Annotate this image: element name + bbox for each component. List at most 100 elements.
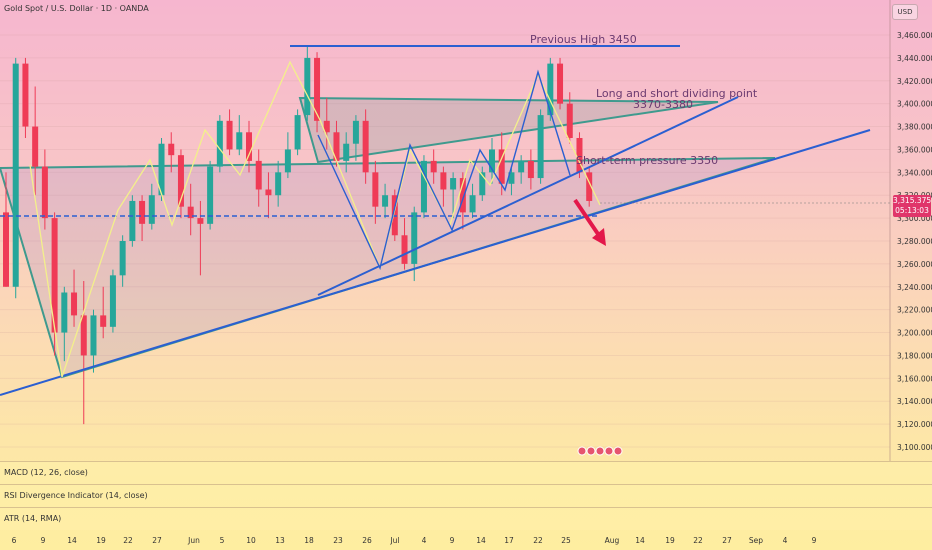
annotation-short-term-pressure: Short-term pressure 3350 [576,154,718,167]
x-tick-label: Aug [605,536,620,545]
candle-body [71,292,78,316]
candle-body [187,206,194,219]
candle-body [508,172,515,184]
candle-body [22,63,29,127]
candle-body [401,235,408,264]
candle-body [139,200,146,224]
current-price-value: 3,315.375 [893,196,932,205]
candle-body [177,155,184,207]
x-tick-label: 6 [12,536,17,545]
candle-body [469,195,476,213]
candle-body [382,195,389,207]
w-pattern-line [317,69,571,271]
currency-button[interactable]: USD [892,4,918,20]
candle-body [109,275,116,327]
candle-body [100,315,107,327]
candle-body [294,115,301,150]
candle-body [314,57,321,121]
candle-body [51,218,58,333]
x-tick-label: 5 [220,536,225,545]
candle-body [537,115,544,179]
y-tick-label: 3,180.000 [897,351,932,360]
grid [0,0,891,461]
candle-body [32,126,39,167]
candle-body [489,149,495,173]
down-arrow-head [592,228,606,246]
macd-label: MACD (12, 26, close) [4,468,88,477]
candle-body [498,149,505,184]
current-price-tag: 3,315.375 05:13:03 [893,195,931,217]
x-axis[interactable]: 6 9 14 19 22 27 Jun 5 10 13 18 23 26 Jul 4 9 14 17 22 25 Aug… [12,536,817,545]
countdown-timer: 05:13:03 [895,206,929,215]
candle-body [129,200,136,241]
candle-body [246,132,252,161]
annotation-previous-high: Previous High 3450 [530,33,637,46]
drawing-lines [0,45,890,456]
x-tick-label: 14 [67,536,77,545]
candle-body [168,143,175,156]
y-tick-label: 3,380.000 [897,123,932,132]
candle-body [90,315,97,356]
y-tick-label: 3,340.000 [897,168,932,177]
atr-label: ATR (14, RMA) [4,514,62,523]
candle-body [362,120,369,173]
y-tick-label: 3,460.000 [897,31,932,40]
x-tick-label: 26 [362,536,372,545]
x-tick-label: 19 [96,536,106,545]
candle-body [216,120,223,167]
x-tick-label: Sep [749,536,763,545]
y-tick-label: 3,260.000 [897,260,932,269]
event-icon [613,446,623,456]
annotation-range: 3370-3380 [633,98,693,111]
candle-body [284,149,291,173]
rsi-pane[interactable]: RSI Divergence Indicator (14, close) [0,484,932,507]
secondary-uptrend-line [317,96,739,296]
large-triangle [0,157,776,379]
y-tick-label: 3,120.000 [897,420,932,429]
candle-body [479,172,486,196]
candle-body [420,160,427,213]
x-tick-label: 9 [812,536,817,545]
candle-body [80,315,87,356]
candle-body [12,63,19,287]
x-tick-label: 14 [476,536,486,545]
candle-body [207,166,214,224]
candle-body [586,172,593,201]
upper-triangle [298,96,719,164]
x-tick-label: 25 [561,536,571,545]
candle-body [265,189,272,196]
zigzag-line [29,60,601,378]
candle-body [158,143,165,196]
y-tick-label: 3,360.000 [897,145,932,154]
candle-body [557,63,564,104]
candle-body [226,120,233,150]
event-icon [595,446,605,456]
x-tick-label: 18 [304,536,314,545]
x-tick-label: 9 [450,536,455,545]
event-icon [577,446,587,456]
candle-body [61,292,68,333]
y-axis[interactable]: 3,460.000 3,440.000 3,420.000 3,400.000 3,38… [897,31,932,452]
candle-body [236,132,243,150]
candle-body [576,138,583,173]
atr-pane[interactable]: ATR (14, RMA) [0,507,932,530]
annotation-dividing-point: Long and short dividing point [596,87,758,100]
candle-body [304,57,311,116]
candle-body [41,166,48,219]
candle-body [430,160,437,173]
candle-body [323,120,330,133]
event-icon [604,446,614,456]
candle-body [527,160,534,179]
y-tick-label: 3,240.000 [897,283,932,292]
down-arrow-shaft [573,198,600,236]
candle-body [459,178,466,213]
macd-pane[interactable]: MACD (12, 26, close) [0,461,932,484]
annotations: Previous High 3450 Long and short dividin… [530,33,758,167]
x-tick-label: Jun [187,536,200,545]
y-tick-label: 3,300.000 [897,214,932,223]
x-tick-label: 22 [123,536,133,545]
candle-body [343,143,350,161]
x-tick-label: 14 [635,536,645,545]
candle-body [450,178,457,190]
